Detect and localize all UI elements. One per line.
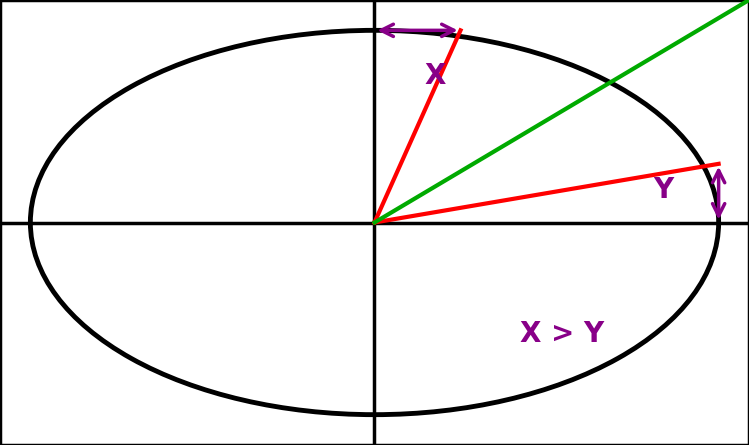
Text: X > Y: X > Y — [520, 320, 604, 348]
Text: Y: Y — [653, 176, 673, 204]
Text: X: X — [425, 62, 446, 90]
